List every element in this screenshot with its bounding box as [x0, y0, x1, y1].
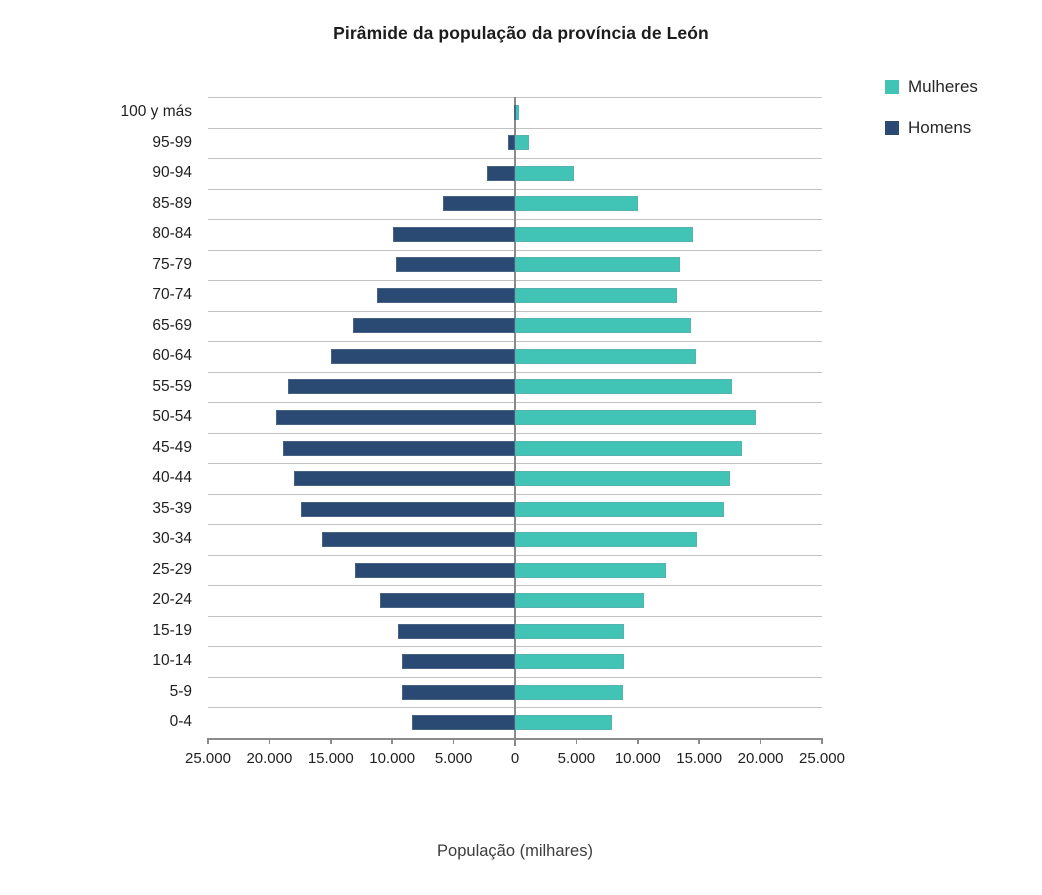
y-axis-label-25-29: 25-29 [152, 560, 192, 578]
bar-homens-80-84 [393, 226, 515, 242]
x-axis-tick-label: 25.000 [799, 750, 845, 767]
x-axis-tick-label: 5.000 [557, 750, 596, 767]
x-axis-tick [514, 738, 516, 744]
y-axis-label-30-34: 30-34 [152, 530, 192, 548]
bar-mulheres-75-79 [515, 257, 680, 273]
x-axis-tick [268, 738, 271, 744]
y-axis-label-20-24: 20-24 [152, 591, 192, 609]
y-axis-label-95-99: 95-99 [152, 133, 192, 151]
bar-homens-20-24 [379, 593, 515, 609]
x-axis-tick-label: 15.000 [676, 750, 723, 767]
bar-mulheres-30-34 [515, 532, 697, 548]
y-axis-label-85-89: 85-89 [152, 194, 192, 212]
bar-homens-70-74 [377, 287, 515, 303]
x-axis-tick-label: 10.000 [614, 750, 661, 767]
x-axis-tick [207, 738, 209, 744]
y-axis-label-10-14: 10-14 [152, 652, 192, 670]
bar-homens-55-59 [287, 379, 515, 395]
bar-mulheres-20-24 [515, 593, 644, 609]
x-axis-tick-label: 15.000 [307, 750, 354, 767]
x-axis-tick [330, 738, 332, 744]
legend-swatch-homens [885, 121, 899, 135]
bar-mulheres-45-49 [515, 440, 743, 456]
bar-homens-65-69 [352, 318, 515, 334]
x-axis-tick [637, 738, 639, 744]
legend-swatch-mulheres [885, 80, 899, 94]
y-axis-label-65-69: 65-69 [152, 316, 192, 334]
bar-mulheres-15-19 [515, 623, 625, 639]
x-axis-tick [698, 738, 700, 744]
bar-mulheres-80-84 [515, 226, 694, 242]
x-axis-tick [821, 738, 823, 744]
bar-homens-25-29 [355, 562, 515, 578]
bar-mulheres-10-14 [515, 654, 625, 670]
bar-homens-15-19 [398, 623, 515, 639]
bar-mulheres-0-4 [515, 715, 612, 731]
y-axis-label-70-74: 70-74 [152, 286, 192, 304]
bar-homens-10-14 [402, 654, 515, 670]
legend: Mulheres Homens [885, 77, 978, 159]
x-axis-tick-label: 25.000 [185, 750, 231, 767]
bar-homens-45-49 [282, 440, 515, 456]
bar-mulheres-90-94 [515, 165, 574, 181]
x-axis-tick [452, 738, 455, 744]
y-axis-label-90-94: 90-94 [152, 164, 192, 182]
bar-homens-35-39 [301, 501, 515, 517]
x-axis-tick-label: 20.000 [246, 750, 293, 767]
chart-title: Pirâmide da população da província de Le… [333, 23, 709, 43]
bar-homens-60-64 [330, 348, 515, 364]
x-axis-tick-label: 0 [510, 750, 520, 767]
bar-homens-40-44 [293, 471, 515, 487]
y-axis-label-55-59: 55-59 [152, 377, 192, 395]
legend-item-mulheres: Mulheres [885, 77, 978, 97]
bar-mulheres-40-44 [515, 471, 730, 487]
bar-homens-0-4 [411, 715, 515, 731]
y-axis-label-60-64: 60-64 [152, 347, 192, 365]
y-axis-label-50-54: 50-54 [152, 408, 192, 426]
bar-mulheres-50-54 [515, 410, 756, 425]
x-axis-title: População (milhares) [437, 842, 593, 860]
y-axis-label-40-44: 40-44 [152, 469, 192, 487]
plot-area [207, 97, 823, 746]
x-axis-tick-label: 10.000 [369, 750, 416, 767]
y-axis-label-45-49: 45-49 [152, 438, 192, 456]
bar-mulheres-95-99 [515, 135, 530, 151]
y-axis-label-75-79: 75-79 [152, 255, 192, 273]
x-axis-tick [391, 738, 393, 744]
bar-mulheres-55-59 [515, 379, 733, 395]
bar-homens-30-34 [322, 532, 515, 548]
bar-homens-100-y-m-s [513, 104, 516, 120]
legend-item-homens: Homens [885, 118, 978, 138]
bar-homens-90-94 [486, 165, 515, 181]
bar-mulheres-85-89 [515, 196, 638, 212]
bar-mulheres-65-69 [515, 318, 691, 334]
y-axis-label-5-9: 5-9 [169, 682, 192, 700]
bar-homens-95-99 [508, 135, 515, 151]
y-axis-label-35-39: 35-39 [152, 499, 192, 517]
x-axis-tick [759, 738, 762, 744]
y-axis-label-80-84: 80-84 [152, 225, 192, 243]
bar-mulheres-70-74 [515, 287, 678, 303]
bar-homens-75-79 [395, 257, 515, 273]
bar-homens-5-9 [402, 684, 515, 700]
bar-mulheres-25-29 [515, 562, 667, 578]
bar-mulheres-5-9 [515, 684, 624, 700]
bar-mulheres-35-39 [515, 501, 724, 517]
legend-label-homens: Homens [908, 118, 972, 137]
y-axis-label-100-y-m-s: 100 y más [120, 103, 192, 120]
bar-mulheres-60-64 [515, 348, 696, 364]
y-axis-label-0-4: 0-4 [169, 713, 192, 731]
bar-homens-85-89 [442, 196, 515, 212]
y-axis-label-15-19: 15-19 [152, 621, 192, 639]
x-axis-tick-label: 5.000 [434, 750, 473, 767]
legend-label-mulheres: Mulheres [908, 77, 978, 96]
x-axis-tick [575, 738, 578, 744]
x-axis-tick-label: 20.000 [737, 750, 784, 767]
bar-homens-50-54 [275, 410, 515, 425]
